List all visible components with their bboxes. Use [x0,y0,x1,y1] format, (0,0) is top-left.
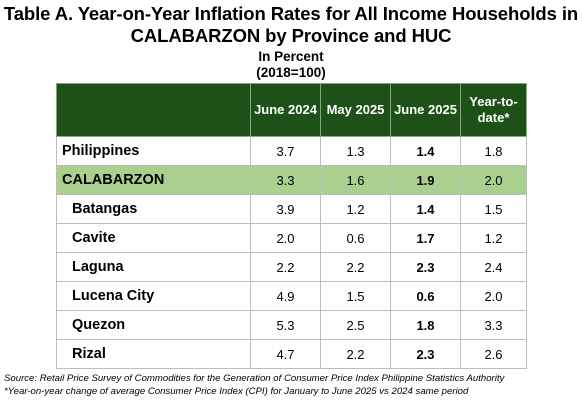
table-row: Philippines 3.7 1.3 1.4 1.8 [56,136,527,166]
cell-june-2024: 2.0 [250,223,321,253]
column-header-ytd-line1: Year-to- [469,94,518,109]
cell-ytd: 2.0 [460,165,527,195]
cell-ytd: 1.2 [460,223,527,253]
table-header-row: June 2024 May 2025 June 2025 Year-to- da… [56,83,527,137]
row-label: Lucena City [56,281,251,311]
cell-ytd: 1.8 [460,136,527,166]
row-label: Rizal [56,339,251,369]
cell-june-2024: 4.7 [250,339,321,369]
row-label: Laguna [56,252,251,282]
cell-june-2025: 2.3 [390,339,461,369]
cell-june-2024: 2.2 [250,252,321,282]
cell-june-2024: 4.9 [250,281,321,311]
cell-june-2025: 0.6 [390,281,461,311]
table-row-highlighted: CALABARZON 3.3 1.6 1.9 2.0 [56,165,527,195]
column-header-ytd-line2: date* [477,110,510,125]
table-row: Batangas 3.9 1.2 1.4 1.5 [56,194,527,224]
table-title-line1: Table A. Year-on-Year Inflation Rates fo… [3,3,579,24]
table-unit: In Percent [258,49,324,64]
cell-ytd: 2.4 [460,252,527,282]
column-header-june-2024: June 2024 [250,83,321,137]
cell-may-2025: 0.6 [320,223,391,253]
cell-june-2025: 1.9 [390,165,461,195]
cell-june-2025: 1.8 [390,310,461,340]
cell-ytd: 2.6 [460,339,527,369]
table-row: Rizal 4.7 2.2 2.3 2.6 [56,339,527,369]
row-label: Philippines [56,136,251,166]
cell-june-2025: 1.4 [390,136,461,166]
cell-ytd: 1.5 [460,194,527,224]
cell-june-2024: 3.3 [250,165,321,195]
cell-june-2025: 2.3 [390,252,461,282]
cell-may-2025: 1.3 [320,136,391,166]
table-row: Laguna 2.2 2.2 2.3 2.4 [56,252,527,282]
table-row: Cavite 2.0 0.6 1.7 1.2 [56,223,527,253]
cell-june-2024: 3.9 [250,194,321,224]
cell-may-2025: 2.5 [320,310,391,340]
footnote: *Year-on-year change of average Consumer… [4,386,469,397]
table-row: Lucena City 4.9 1.5 0.6 2.0 [56,281,527,311]
cell-june-2025: 1.4 [390,194,461,224]
cell-may-2025: 1.5 [320,281,391,311]
column-header-may-2025: May 2025 [320,83,391,137]
cell-june-2024: 5.3 [250,310,321,340]
table-row: Quezon 5.3 2.5 1.8 3.3 [56,310,527,340]
table-title-line2: CALABARZON by Province and HUC [130,25,452,46]
cell-may-2025: 1.2 [320,194,391,224]
source-note: Source: Retail Price Survey of Commoditi… [4,373,505,384]
table-base-year: (2018=100) [256,65,326,80]
row-label: Cavite [56,223,251,253]
row-label: Batangas [56,194,251,224]
cell-june-2024: 3.7 [250,136,321,166]
inflation-table: June 2024 May 2025 June 2025 Year-to- da… [56,83,527,369]
cell-may-2025: 1.6 [320,165,391,195]
cell-ytd: 3.3 [460,310,527,340]
cell-may-2025: 2.2 [320,252,391,282]
row-label: CALABARZON [56,165,251,195]
column-header-june-2025: June 2025 [390,83,461,137]
cell-june-2025: 1.7 [390,223,461,253]
row-label: Quezon [56,310,251,340]
cell-ytd: 2.0 [460,281,527,311]
cell-may-2025: 2.2 [320,339,391,369]
table-notes: Source: Retail Price Survey of Commoditi… [4,372,582,398]
header-corner [56,83,251,137]
column-header-year-to-date: Year-to- date* [460,83,527,137]
title-block: Table A. Year-on-Year Inflation Rates fo… [0,3,582,81]
table-title: Table A. Year-on-Year Inflation Rates fo… [0,3,582,47]
